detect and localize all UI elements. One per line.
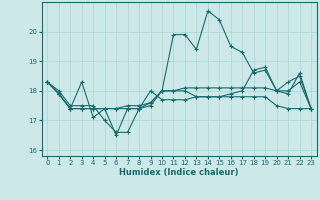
X-axis label: Humidex (Indice chaleur): Humidex (Indice chaleur) [119, 168, 239, 177]
